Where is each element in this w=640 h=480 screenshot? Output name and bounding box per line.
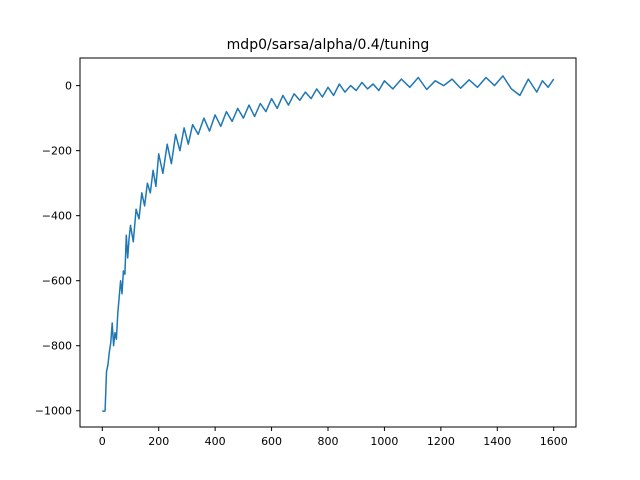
x-tick-label: 0 xyxy=(99,435,106,448)
y-tick-label: −1000 xyxy=(35,405,72,418)
axes-frame xyxy=(79,57,577,428)
plot-area xyxy=(102,75,555,413)
y-tick-label: −400 xyxy=(42,210,72,223)
y-tick-label: −200 xyxy=(42,145,72,158)
x-tick-label: 600 xyxy=(261,435,282,448)
y-tick-label: −600 xyxy=(42,275,72,288)
x-tick-label: 1000 xyxy=(370,435,398,448)
x-tick-label: 800 xyxy=(318,435,339,448)
x-tick-label: 1600 xyxy=(540,435,568,448)
y-axis: −1000 −800 −600 −400 −200 0 xyxy=(35,80,80,418)
x-axis: 0 200 400 600 800 1000 1200 1400 1600 xyxy=(99,427,568,448)
chart-title: mdp0/sarsa/alpha/0.4/tuning xyxy=(227,37,430,53)
y-tick-label: 0 xyxy=(65,80,72,93)
x-tick-label: 1400 xyxy=(483,435,511,448)
series-line xyxy=(102,75,555,413)
x-tick-label: 200 xyxy=(148,435,169,448)
y-tick-label: −800 xyxy=(42,340,72,353)
x-tick-label: 400 xyxy=(205,435,226,448)
x-tick-label: 1200 xyxy=(427,435,455,448)
